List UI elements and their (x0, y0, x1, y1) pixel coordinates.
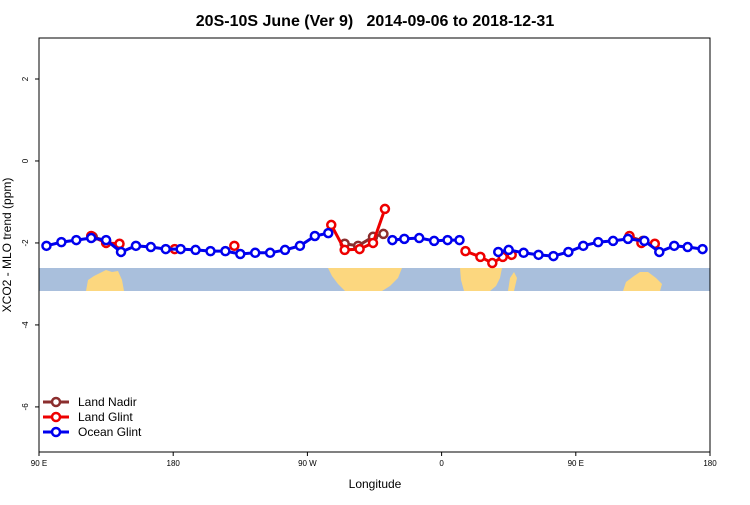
data-point (379, 203, 391, 215)
data-point (378, 228, 389, 240)
data-point (229, 240, 240, 252)
data-point (71, 234, 82, 246)
legend-label: Ocean Glint (78, 425, 142, 439)
data-point (548, 250, 559, 262)
data-point (130, 240, 142, 252)
data-point (533, 249, 544, 261)
x-axis-label: Longitude (349, 477, 402, 491)
data-point (607, 235, 619, 247)
chart-title: 20S-10S June (Ver 9) 2014-09-06 to 2018-… (196, 13, 555, 30)
data-point (367, 237, 379, 249)
legend-marker (50, 426, 62, 438)
x-tick-label: 90 E (31, 459, 47, 468)
data-point (399, 233, 410, 245)
x-tick-label: 90 W (298, 459, 317, 468)
legend-marker (50, 411, 62, 423)
data-point (205, 245, 216, 257)
map-strip (39, 268, 710, 291)
data-point (442, 234, 453, 246)
data-point (190, 244, 201, 256)
data-point (326, 219, 337, 231)
data-point (100, 234, 112, 246)
y-tick-label: 0 (21, 158, 30, 163)
data-point (454, 234, 465, 246)
data-point (668, 240, 680, 252)
data-point (235, 248, 246, 260)
x-tick-label: 90 E (568, 459, 584, 468)
data-point (354, 243, 365, 255)
data-point (249, 247, 261, 259)
legend-label: Land Glint (78, 410, 133, 424)
data-point (682, 241, 693, 253)
plot-frame (38, 37, 711, 453)
data-point (475, 251, 486, 263)
data-point (309, 230, 321, 242)
data-point (518, 247, 529, 259)
data-point (145, 241, 157, 253)
x-tick-label: 0 (439, 459, 444, 468)
data-point (220, 245, 231, 257)
y-tick-label: -6 (21, 403, 30, 411)
data-point (487, 257, 498, 269)
data-point (41, 240, 52, 252)
data-point (115, 246, 127, 258)
y-tick-label: -4 (21, 321, 30, 329)
data-point (56, 236, 67, 248)
data-point (697, 243, 708, 255)
data-point (563, 246, 574, 258)
data-point (264, 247, 276, 259)
data-point (279, 244, 291, 256)
data-point (339, 244, 350, 256)
data-point (639, 235, 650, 247)
data-point (503, 244, 514, 256)
data-point (578, 240, 589, 252)
data-point (323, 227, 334, 239)
data-point (622, 233, 634, 245)
y-axis-label: XCO2 - MLO trend (ppm) (0, 178, 14, 313)
data-point (654, 246, 665, 258)
data-point (175, 243, 186, 255)
legend-marker (50, 396, 62, 408)
data-point (493, 246, 504, 258)
data-point (294, 240, 306, 252)
data-point (114, 238, 125, 250)
data-point (160, 243, 171, 255)
x-tick-label: 180 (167, 459, 181, 468)
data-point (413, 232, 425, 244)
y-tick-label: 2 (21, 76, 30, 81)
legend-label: Land Nadir (78, 395, 137, 409)
y-tick-label: -2 (21, 239, 30, 247)
data-point (387, 234, 398, 246)
data-point (85, 232, 97, 244)
data-point (428, 235, 440, 247)
data-point (460, 245, 471, 257)
x-tick-label: 180 (703, 459, 717, 468)
data-point (592, 236, 604, 248)
